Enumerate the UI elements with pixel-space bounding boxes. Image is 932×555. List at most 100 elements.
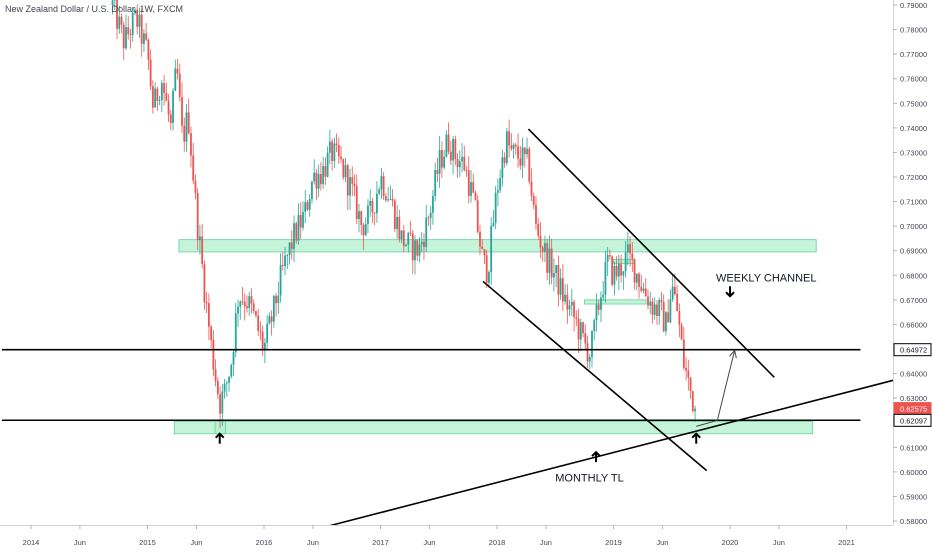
candle [233,350,235,376]
candle [170,110,172,130]
candle [378,187,380,195]
candle [154,82,156,108]
candle [555,265,557,287]
candle [237,300,239,327]
candle [195,175,197,200]
candle [204,260,206,309]
candle [383,172,385,200]
candle [192,143,194,184]
monthly-tl-line[interactable] [286,380,895,537]
candle [638,272,640,299]
candle [121,14,123,33]
candle [510,133,512,151]
candle [461,143,463,172]
projection-arrow[interactable] [696,350,736,426]
candle [569,300,571,316]
candle [546,239,548,280]
svg-text:0.64972: 0.64972 [900,346,927,355]
x-tick-label: 2017 [372,538,389,547]
y-tick-label: 0.69000 [900,247,927,256]
y-tick-label: 0.67000 [900,296,927,305]
candle [224,379,226,399]
candle [553,258,555,291]
candle [670,289,672,323]
candle [161,80,163,112]
candle [582,321,584,337]
candle [587,335,589,367]
candle [331,139,333,171]
candle [206,292,208,313]
candle [152,80,154,113]
candle [533,193,535,210]
candle [683,327,685,370]
candle [439,136,441,188]
candle [266,315,268,349]
candle [347,164,349,210]
candle [239,300,241,320]
x-tick-label: 2016 [256,538,273,547]
candle [575,310,577,326]
weekly-channel-label: WEEKLY CHANNEL [716,272,816,284]
x-tick-label: 2021 [838,538,855,547]
candle [273,295,275,328]
candle [280,253,282,302]
channel-upper-line[interactable] [528,129,774,377]
candle [248,292,250,316]
candle [188,99,190,135]
candle [667,299,669,322]
y-tick-label: 0.61000 [900,443,927,452]
candle [351,167,353,197]
candle [230,364,232,379]
candle [656,300,658,325]
candle [508,120,510,158]
candle [459,150,461,177]
candle [430,206,432,230]
y-tick-label: 0.73000 [900,148,927,157]
candle [354,174,356,196]
candle [333,137,335,167]
candle [490,217,492,285]
candle [242,287,244,305]
candle [304,190,306,223]
candle [177,59,179,79]
candle [365,217,367,236]
x-tick-label: Jun [773,538,785,547]
candle [432,190,434,225]
support-zone [174,421,812,433]
candle [342,158,344,179]
candle [499,169,501,193]
candle [643,283,645,294]
candle [302,201,304,230]
candle [676,285,678,311]
candle [253,300,255,313]
candle [183,117,185,151]
candle [562,264,564,311]
candle [578,309,580,353]
y-tick-label: 0.64000 [900,370,927,379]
candle [497,179,499,207]
y-tick-label: 0.59000 [900,492,927,501]
y-tick-label: 0.79000 [900,1,927,10]
channel-lower-line[interactable] [483,281,707,470]
candle [495,186,497,229]
candle [452,136,454,175]
candle [291,230,293,259]
y-tick-label: 0.72000 [900,173,927,182]
candle [678,304,680,338]
candle [264,338,266,363]
candle [589,354,591,369]
candle [156,87,158,111]
candle [434,163,436,202]
candle [329,130,331,165]
candle [443,150,445,170]
candle [522,138,524,179]
candle [560,268,562,299]
candle [414,235,416,274]
candle [475,190,477,200]
candle [295,221,297,243]
candle [367,199,369,233]
candle [145,23,147,41]
candle [260,322,262,341]
